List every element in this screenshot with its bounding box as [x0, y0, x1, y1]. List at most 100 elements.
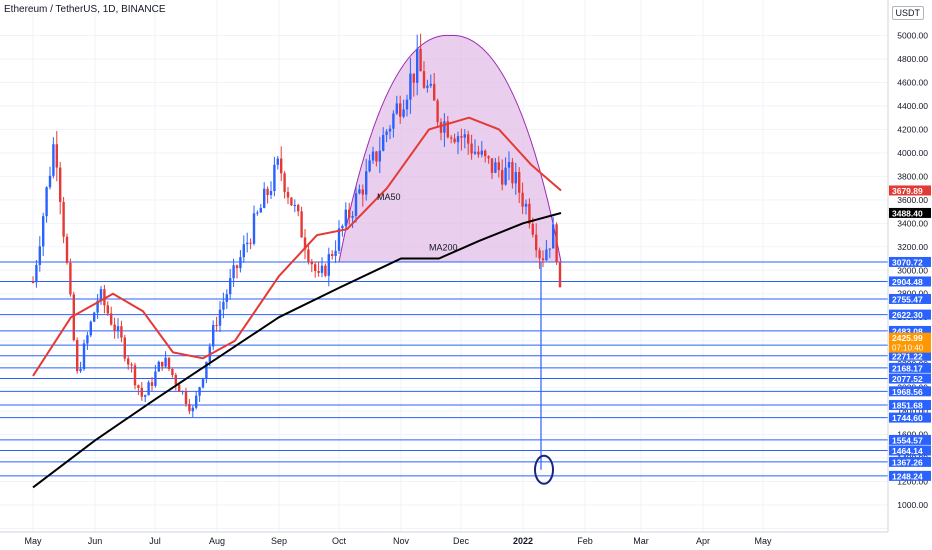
candle-body — [86, 335, 89, 344]
candle-body — [375, 151, 378, 162]
candle-body — [310, 261, 313, 265]
candle-body — [409, 73, 412, 100]
price-tag — [889, 445, 931, 456]
price-tag-label: 2904.48 — [892, 277, 923, 287]
candle-body — [286, 192, 290, 198]
candle-body — [344, 209, 347, 226]
price-tick-label: 5000.00 — [897, 31, 928, 41]
candle-body — [133, 365, 137, 386]
price-tick-label: 3800.00 — [897, 171, 928, 181]
candle-body — [320, 265, 324, 273]
candle-body — [222, 301, 225, 310]
candle-body — [501, 170, 504, 185]
candle-body — [239, 257, 242, 269]
price-tag-label: 2168.17 — [892, 363, 923, 373]
time-tick-label: Oct — [332, 536, 347, 546]
candle-body — [494, 162, 497, 173]
candle-body — [303, 237, 307, 250]
candle-body — [232, 265, 235, 279]
price-tick-label: 4200.00 — [897, 124, 928, 134]
price-tag — [889, 400, 931, 411]
candle-body — [545, 249, 548, 261]
candle-body — [524, 203, 528, 207]
candle-body — [52, 144, 55, 176]
candle-body — [443, 121, 446, 133]
candle-body — [514, 172, 517, 184]
candle-body — [174, 375, 177, 385]
candle-body — [416, 48, 419, 83]
time-tick-label: May — [754, 536, 772, 546]
price-tick-label: 4600.00 — [897, 77, 928, 87]
annotation-label: MA50 — [377, 192, 401, 202]
price-tag-label: 2755.47 — [892, 294, 923, 304]
candle-body — [59, 167, 62, 202]
price-tag — [889, 470, 931, 481]
candle-body — [198, 387, 201, 396]
price-tag — [889, 332, 931, 353]
price-tag — [889, 434, 931, 445]
candle-body — [82, 343, 86, 370]
candle-body — [65, 236, 69, 263]
candle-body — [487, 156, 490, 159]
candle-body — [123, 337, 126, 359]
candle-body — [358, 189, 361, 194]
candle-body — [106, 305, 109, 314]
candle-body — [242, 244, 245, 258]
candle-body — [130, 364, 133, 366]
time-tick-label: Jul — [149, 536, 161, 546]
candle-body — [453, 138, 456, 143]
candle-body — [181, 391, 184, 393]
price-tag — [889, 256, 931, 267]
candle-body — [76, 340, 79, 372]
candle-body — [249, 242, 252, 244]
candle-body — [300, 211, 303, 238]
candle-body — [31, 282, 35, 283]
candle-body — [382, 135, 385, 151]
candle-body — [218, 309, 222, 326]
price-tag — [889, 350, 931, 361]
candle-body — [307, 249, 310, 262]
candle-body — [62, 201, 65, 237]
candle-body — [521, 192, 524, 207]
candle-body — [195, 395, 198, 408]
time-tick-label: Apr — [696, 536, 710, 546]
circle-annotation — [534, 454, 554, 485]
price-tick-label: 4800.00 — [897, 54, 928, 64]
candle-body — [460, 136, 463, 138]
candle-body — [456, 136, 460, 143]
candle-body — [538, 250, 541, 259]
candle-body — [402, 109, 405, 117]
candle-body — [269, 190, 273, 196]
candle-body — [348, 209, 351, 218]
candle-body — [293, 205, 296, 207]
candle-body — [405, 99, 409, 110]
candle-body — [507, 162, 511, 168]
time-tick-label: Jun — [88, 536, 103, 546]
price-tag-label: 2425.99 — [892, 333, 923, 343]
price-tag-label: 1851.68 — [892, 401, 923, 411]
candle-body — [256, 212, 259, 214]
candle-body — [331, 254, 334, 257]
candle-body — [205, 361, 208, 379]
candle-body — [450, 137, 453, 139]
candle-body — [419, 48, 422, 72]
candle-body — [504, 167, 507, 185]
candle-body — [140, 387, 143, 397]
candle-body — [120, 326, 123, 338]
price-tick-label: 1800.00 — [897, 406, 928, 416]
currency-button[interactable]: USDT — [891, 6, 924, 20]
candle-body — [246, 242, 249, 245]
candle-body — [385, 131, 388, 136]
candle-body — [212, 325, 215, 347]
price-tick-label: 3000.00 — [897, 265, 928, 275]
candle-body — [144, 395, 147, 397]
candle-body — [473, 151, 477, 154]
candle-body — [548, 248, 551, 250]
candle-body — [399, 103, 402, 117]
candle-body — [283, 173, 286, 193]
candle-body — [555, 224, 558, 262]
candle-body — [276, 158, 279, 165]
candle-body — [171, 368, 174, 376]
candle-body — [541, 258, 545, 261]
